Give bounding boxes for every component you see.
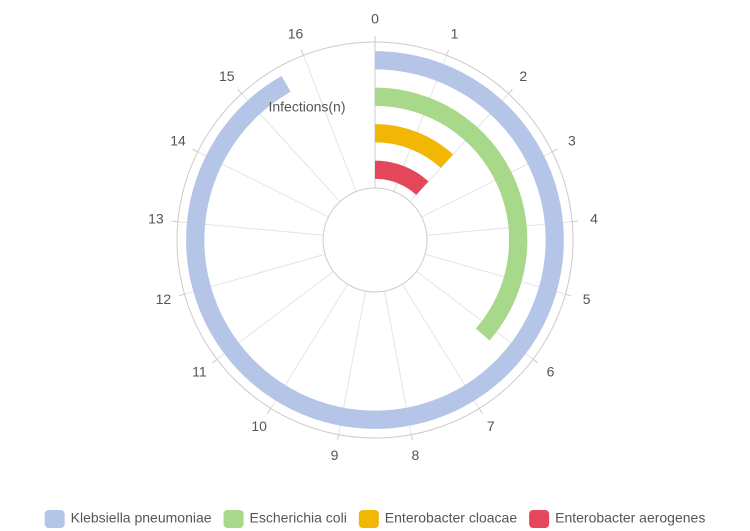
- legend-label: Escherichia coli: [250, 510, 347, 526]
- angle-tick-label: 6: [547, 363, 555, 379]
- angle-tick-label: 12: [156, 291, 172, 307]
- angle-tick-label: 13: [148, 210, 164, 226]
- angle-tick-label: 9: [331, 447, 339, 463]
- legend: Klebsiella pneumoniae Escherichia coli Ent…: [44, 510, 705, 528]
- legend-label: Enterobacter aerogenes: [555, 510, 705, 526]
- angle-tick-label: 14: [170, 133, 186, 149]
- angle-tick-label: 15: [219, 68, 235, 84]
- legend-label: Klebsiella pneumoniae: [71, 510, 212, 526]
- angle-tick-label: 8: [412, 447, 420, 463]
- tick-mark: [337, 434, 340, 441]
- angle-tick-label: 0: [371, 11, 379, 27]
- legend-swatch: [358, 510, 379, 528]
- tick-mark: [171, 220, 178, 223]
- legend-swatch: [529, 510, 550, 528]
- angle-tick-label: 7: [487, 418, 495, 434]
- radius-axis-name: Infections(n): [268, 99, 345, 115]
- angle-tick-label: 2: [519, 68, 527, 84]
- tick-mark: [267, 408, 272, 414]
- tick-mark: [478, 408, 483, 414]
- tick-mark: [532, 358, 539, 364]
- bar: [375, 124, 454, 168]
- angle-tick-label: 16: [288, 26, 304, 42]
- angle-tick-label: 11: [192, 363, 207, 379]
- tick-mark: [446, 49, 450, 56]
- inner-axis-line: [322, 187, 428, 293]
- legend-swatch: [44, 510, 65, 528]
- angle-tick-label: 10: [251, 418, 267, 434]
- angle-tick-label: 4: [590, 210, 598, 226]
- bar: [375, 87, 528, 341]
- tick-mark: [508, 88, 513, 95]
- legend-swatch: [223, 510, 244, 528]
- tick-mark: [192, 148, 198, 153]
- tick-mark: [211, 358, 218, 364]
- angle-tick-label: 1: [451, 26, 459, 42]
- angle-tick-label: 5: [583, 291, 591, 307]
- tick-mark: [237, 88, 242, 95]
- tick-mark: [300, 49, 304, 56]
- tick-mark: [552, 148, 558, 153]
- angle-tick-label: 3: [568, 133, 576, 149]
- bar: [375, 160, 429, 195]
- tick-mark: [410, 434, 413, 441]
- grid-line: [303, 55, 357, 192]
- tick-mark: [565, 293, 572, 297]
- tick-mark: [572, 220, 579, 223]
- tick-mark: [178, 293, 185, 297]
- legend-label: Enterobacter cloacae: [385, 510, 518, 526]
